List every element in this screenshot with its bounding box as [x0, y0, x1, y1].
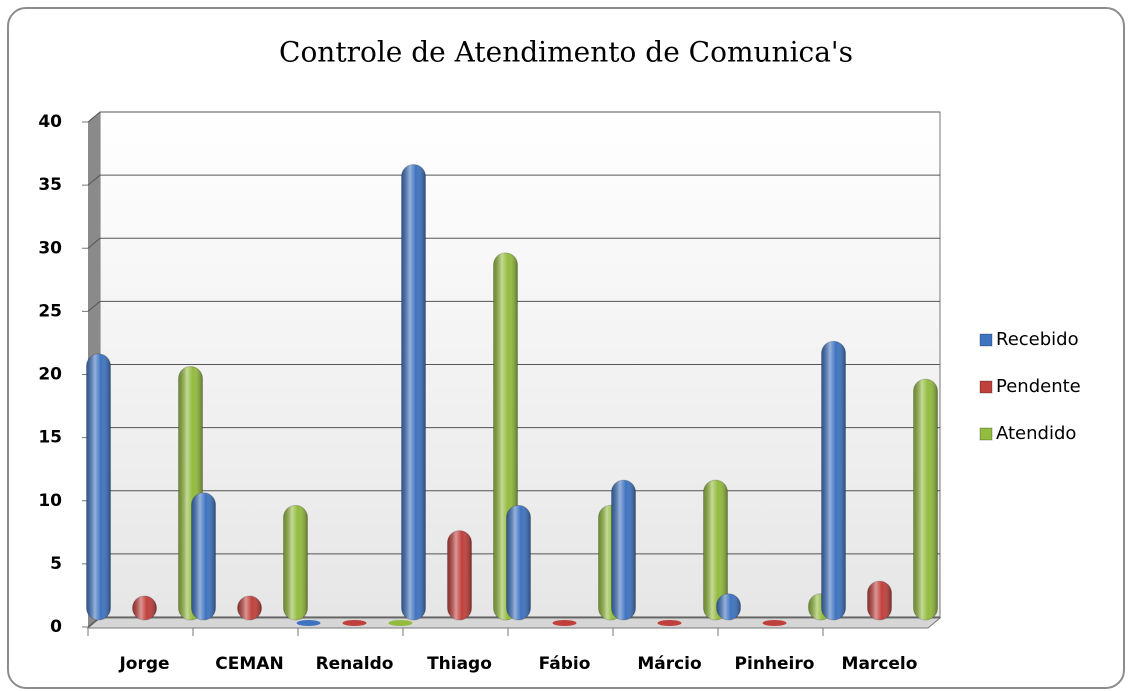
grid-line [87, 111, 101, 123]
bar-shine [913, 379, 938, 620]
grid-line [87, 300, 101, 312]
y-tick-label: 40 [38, 112, 62, 132]
bar-shine [716, 593, 741, 620]
x-tick-label: Fábio [539, 654, 591, 674]
bar-shine [86, 353, 111, 620]
x-tick-label: Marcelo [842, 654, 918, 674]
bar [296, 620, 321, 626]
legend-swatch [979, 380, 993, 394]
bar-shine [132, 596, 157, 620]
bar-shine [821, 341, 846, 620]
plot-floor [86, 617, 942, 629]
y-tick-label: 30 [38, 238, 62, 258]
bar-shine [611, 480, 636, 620]
bar [762, 620, 787, 626]
legend-label: Atendido [996, 423, 1076, 444]
legend-swatch [979, 333, 993, 347]
legend-label: Pendente [996, 376, 1081, 397]
chart-title: Controle de Atendimento de Comunica's [279, 36, 853, 69]
bar [342, 620, 367, 626]
bar [388, 620, 413, 626]
x-tick-label: Pinheiro [735, 654, 815, 674]
x-tick-label: Jorge [118, 654, 169, 674]
bar-shine [283, 505, 308, 620]
grid-line [87, 174, 101, 186]
y-tick-label: 5 [50, 554, 62, 574]
x-tick-label: Márcio [637, 654, 701, 674]
bar [657, 620, 682, 626]
x-tick-label: CEMAN [215, 654, 283, 674]
bar-shine [191, 492, 216, 620]
y-tick-label: 15 [38, 428, 62, 448]
x-tick-label: Thiago [427, 654, 492, 674]
bar-shine [237, 596, 262, 620]
bar-shine [506, 505, 531, 620]
bar [552, 620, 577, 626]
bar-shine [401, 164, 426, 620]
bar-shine [447, 530, 472, 620]
bar-shine [867, 581, 892, 620]
legend-swatch [979, 427, 993, 441]
x-tick-label: Renaldo [316, 654, 394, 674]
y-tick-label: 0 [50, 617, 62, 637]
y-tick-label: 25 [38, 301, 62, 321]
y-tick-label: 10 [38, 491, 62, 511]
grid-line [87, 237, 101, 249]
y-tick-label: 20 [38, 365, 62, 385]
bar-shine [703, 480, 728, 620]
y-tick-label: 35 [38, 175, 62, 195]
legend-label: Recebido [996, 329, 1079, 350]
